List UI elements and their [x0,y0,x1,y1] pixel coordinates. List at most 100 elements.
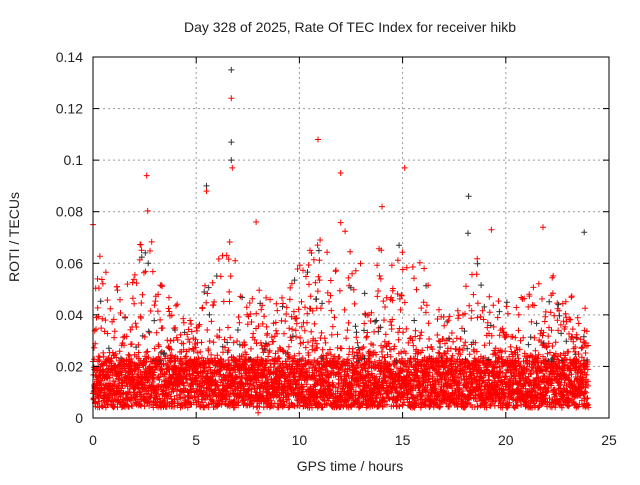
data-point [289,326,295,332]
data-point [465,230,471,236]
data-point [504,299,510,305]
data-point [496,298,502,304]
data-point [217,327,223,333]
data-point [297,335,303,341]
data-point [287,296,293,302]
data-point [181,320,187,326]
data-point [138,300,144,306]
data-point [518,295,524,301]
data-point [227,335,233,341]
data-point [508,344,514,350]
data-point [328,278,334,284]
data-point [148,308,154,314]
data-point [510,334,516,340]
data-point [329,332,335,338]
data-point [502,348,508,354]
data-point [286,325,292,331]
data-point [358,261,364,267]
data-point [434,332,440,338]
data-point [487,309,493,315]
data-point [201,289,207,295]
data-point [206,312,212,318]
data-point [349,271,355,277]
data-point [328,293,334,299]
data-point [569,293,575,299]
data-point [95,305,101,311]
data-point [474,271,480,277]
data-point [173,303,179,309]
data-point [208,352,214,358]
data-point [231,340,237,346]
data-point [204,327,210,333]
data-point [318,305,324,311]
data-point [211,299,217,305]
data-point [117,297,123,303]
data-point [124,281,130,287]
data-point [375,288,381,294]
data-point [267,348,273,354]
data-point [306,262,312,268]
data-point [91,345,97,351]
data-point [210,302,216,308]
data-point [467,351,473,357]
data-point [352,301,358,307]
data-point [446,404,452,410]
data-point [574,335,580,341]
data-point [115,287,121,293]
data-point [424,302,430,308]
data-point [410,264,416,270]
data-point [353,323,359,329]
data-point [426,336,432,342]
data-point [317,277,323,283]
data-point [236,314,242,320]
data-point [320,347,326,353]
data-point [130,280,136,286]
data-point [383,331,389,337]
data-point [447,313,453,319]
data-point [455,308,461,314]
data-point [353,268,359,274]
data-point [378,276,384,282]
data-point [326,299,332,305]
data-point [283,311,289,317]
data-point [228,273,234,279]
data-point [332,314,338,320]
data-point [166,295,172,301]
data-point [345,275,351,281]
data-point [185,336,191,342]
data-point [463,283,469,289]
data-point [458,336,464,342]
data-point [203,300,209,306]
data-point [274,308,280,314]
data-point [308,293,314,299]
data-point [528,319,534,325]
data-point [441,323,447,329]
data-point [226,289,232,295]
data-point [553,339,559,345]
data-point [147,330,153,336]
data-point [490,302,496,308]
data-point [216,256,222,262]
data-point [204,291,210,297]
data-point [342,228,348,234]
data-point [316,257,322,263]
data-point [155,308,161,314]
data-point [450,339,456,345]
data-point [512,335,518,341]
data-point [293,334,299,340]
data-point [355,340,361,346]
data-point [207,338,213,344]
data-point [305,339,311,345]
data-point [516,327,522,333]
data-point [313,296,319,302]
data-point [180,316,186,322]
chart-title: Day 328 of 2025, Rate Of TEC Index for r… [184,19,516,35]
data-point [399,249,405,255]
data-point [210,280,216,286]
data-point [270,339,276,345]
data-point [306,281,312,287]
data-point [304,320,310,326]
data-point [133,320,139,326]
data-point [382,304,388,310]
